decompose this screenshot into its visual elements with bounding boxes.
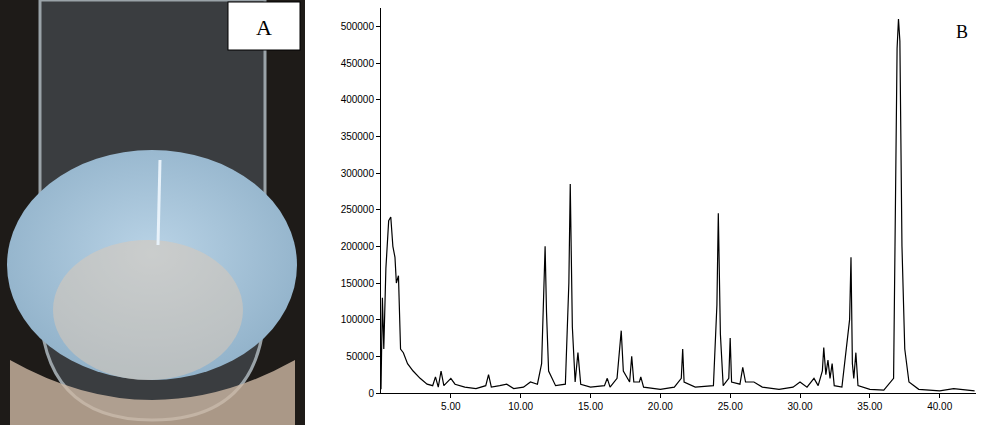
- svg-text:35.00: 35.00: [857, 401, 882, 412]
- svg-text:0: 0: [368, 388, 374, 399]
- svg-text:150000: 150000: [341, 278, 375, 289]
- svg-text:450000: 450000: [341, 58, 375, 69]
- svg-text:50000: 50000: [346, 351, 374, 362]
- svg-text:30.00: 30.00: [787, 401, 812, 412]
- svg-text:350000: 350000: [341, 131, 375, 142]
- svg-text:400000: 400000: [341, 94, 375, 105]
- svg-text:10.00: 10.00: [508, 401, 533, 412]
- svg-text:15.00: 15.00: [578, 401, 603, 412]
- svg-text:B: B: [956, 22, 968, 42]
- svg-text:300000: 300000: [341, 168, 375, 179]
- svg-text:5.00: 5.00: [441, 401, 461, 412]
- svg-text:200000: 200000: [341, 241, 375, 252]
- svg-text:40.00: 40.00: [927, 401, 952, 412]
- svg-text:250000: 250000: [341, 204, 375, 215]
- svg-text:25.00: 25.00: [718, 401, 743, 412]
- svg-text:500000: 500000: [341, 21, 375, 32]
- svg-text:20.00: 20.00: [648, 401, 673, 412]
- svg-text:100000: 100000: [341, 314, 375, 325]
- svg-text:A: A: [256, 15, 272, 40]
